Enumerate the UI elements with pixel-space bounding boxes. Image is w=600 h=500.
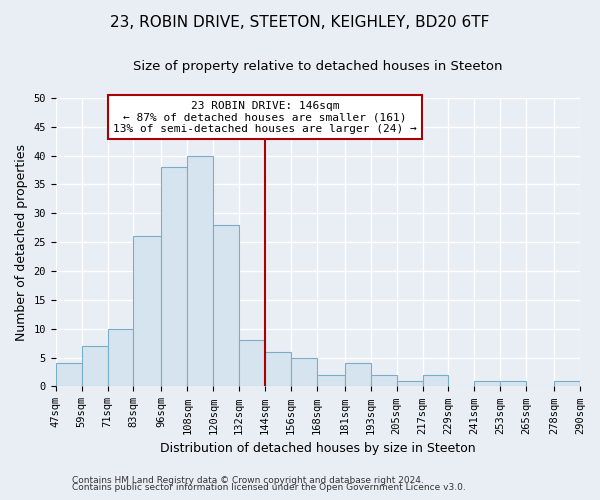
Text: 23 ROBIN DRIVE: 146sqm
← 87% of detached houses are smaller (161)
13% of semi-de: 23 ROBIN DRIVE: 146sqm ← 87% of detached… bbox=[113, 100, 417, 134]
Bar bbox=[422, 375, 448, 386]
Title: Size of property relative to detached houses in Steeton: Size of property relative to detached ho… bbox=[133, 60, 503, 73]
Bar bbox=[345, 364, 371, 386]
Bar bbox=[397, 380, 422, 386]
Bar bbox=[291, 358, 317, 386]
Bar bbox=[107, 328, 133, 386]
Bar bbox=[500, 380, 526, 386]
Bar bbox=[371, 375, 397, 386]
X-axis label: Distribution of detached houses by size in Steeton: Distribution of detached houses by size … bbox=[160, 442, 476, 455]
Text: Contains HM Land Registry data © Crown copyright and database right 2024.: Contains HM Land Registry data © Crown c… bbox=[72, 476, 424, 485]
Text: 23, ROBIN DRIVE, STEETON, KEIGHLEY, BD20 6TF: 23, ROBIN DRIVE, STEETON, KEIGHLEY, BD20… bbox=[110, 15, 490, 30]
Bar bbox=[161, 167, 187, 386]
Bar bbox=[133, 236, 161, 386]
Bar bbox=[554, 380, 580, 386]
Bar bbox=[82, 346, 107, 387]
Bar bbox=[265, 352, 291, 386]
Bar bbox=[213, 225, 239, 386]
Bar bbox=[187, 156, 213, 386]
Bar bbox=[317, 375, 345, 386]
Bar bbox=[474, 380, 500, 386]
Bar bbox=[56, 364, 82, 386]
Bar bbox=[239, 340, 265, 386]
Text: Contains public sector information licensed under the Open Government Licence v3: Contains public sector information licen… bbox=[72, 484, 466, 492]
Y-axis label: Number of detached properties: Number of detached properties bbox=[15, 144, 28, 340]
